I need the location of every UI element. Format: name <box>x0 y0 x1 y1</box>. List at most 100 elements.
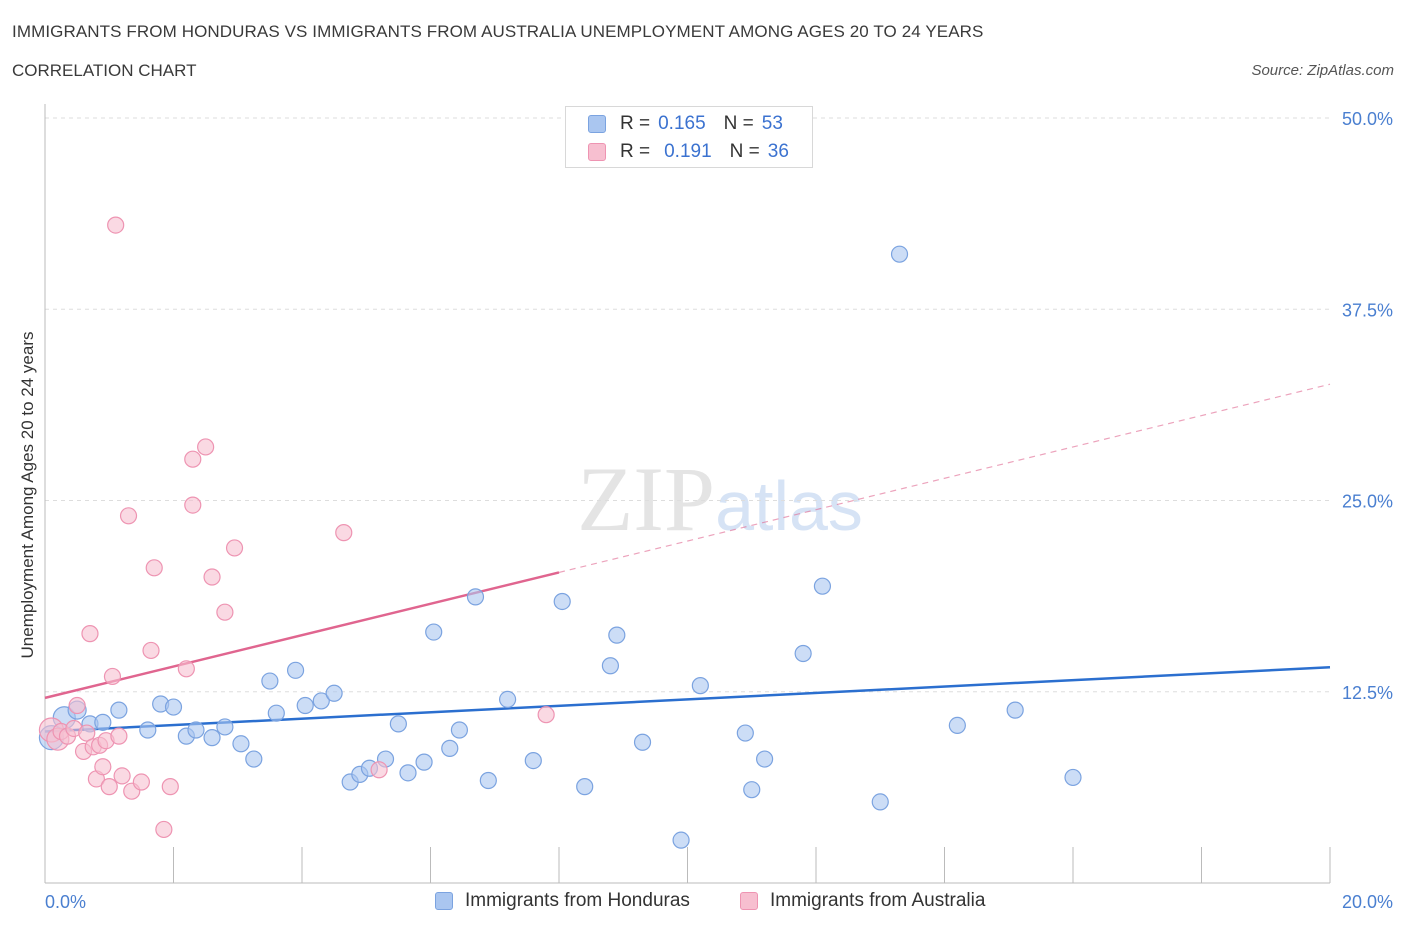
legend-n-value-honduras: 53 <box>761 113 783 134</box>
point-australia <box>100 778 118 796</box>
point-honduras <box>948 716 966 735</box>
watermark-zip: ZIP <box>577 448 715 550</box>
bottom-legend-swatch-honduras <box>435 892 453 910</box>
point-honduras <box>441 739 459 757</box>
bottom-legend-australia: Immigrants from Australia <box>740 890 985 912</box>
point-honduras <box>203 729 221 747</box>
point-honduras <box>466 588 485 606</box>
point-australia <box>142 641 160 660</box>
point-honduras <box>672 831 690 849</box>
point-honduras <box>267 704 285 722</box>
point-honduras <box>499 690 517 709</box>
legend-n-label: N = <box>729 141 760 162</box>
point-australia <box>155 820 173 839</box>
point-australia <box>197 438 215 456</box>
point-honduras <box>890 245 909 263</box>
point-honduras <box>524 751 542 770</box>
point-honduras <box>450 721 469 739</box>
point-honduras <box>553 592 571 611</box>
point-honduras <box>479 771 497 790</box>
point-australia <box>184 450 202 468</box>
point-honduras <box>296 696 314 715</box>
y-tick-label: 37.5% <box>1342 300 1393 320</box>
point-honduras <box>576 778 594 796</box>
point-australia <box>335 524 353 542</box>
point-australia <box>113 767 131 785</box>
point-honduras <box>425 623 443 641</box>
bottom-legend-honduras: Immigrants from Honduras <box>435 890 690 912</box>
point-australia <box>161 778 179 796</box>
point-honduras <box>232 735 250 753</box>
point-australia <box>68 696 86 715</box>
point-australia <box>370 761 388 779</box>
point-honduras <box>286 661 305 679</box>
trend-line-extension-australia <box>558 383 1331 573</box>
legend-r-value-australia: 0.191 <box>664 141 712 162</box>
bottom-legend-label-honduras: Immigrants from Honduras <box>465 890 690 911</box>
trend-layer <box>44 383 1331 733</box>
point-honduras <box>691 677 709 695</box>
point-honduras <box>794 644 812 663</box>
bottom-legend-label-australia: Immigrants from Australia <box>770 890 986 911</box>
point-honduras <box>415 753 433 771</box>
legend-swatch-honduras <box>588 115 606 133</box>
point-australia <box>537 706 555 724</box>
legend-row-australia: R = 0.191 N = 36 <box>588 140 789 164</box>
point-honduras <box>110 701 128 719</box>
point-australia <box>94 758 112 776</box>
point-honduras <box>312 692 330 710</box>
point-honduras <box>216 718 234 736</box>
point-honduras <box>736 724 754 742</box>
point-australia <box>203 568 221 586</box>
legend-swatch-australia <box>588 143 606 161</box>
label-layer: 12.5% 25.0% 37.5% 50.0% 0.0% 20.0% Unemploymen… <box>18 109 1393 912</box>
y-tick-label: 50.0% <box>1342 109 1393 129</box>
chart-title: IMMIGRANTS FROM HONDURAS VS IMMIGRANTS F… <box>12 22 984 41</box>
point-honduras <box>399 764 417 782</box>
legend-r-value-honduras: 0.165 <box>658 113 706 134</box>
legend-row-honduras: R = 0.165 N = 53 <box>588 112 783 136</box>
point-australia <box>145 559 163 577</box>
point-honduras <box>871 793 889 811</box>
point-honduras <box>755 750 774 768</box>
point-honduras <box>1064 768 1082 787</box>
bottom-legend-swatch-australia <box>740 892 758 910</box>
point-honduras <box>601 657 620 675</box>
legend-r-label: R = <box>620 113 651 134</box>
point-australia <box>119 507 138 525</box>
point-australia <box>225 539 244 557</box>
point-australia <box>132 773 150 791</box>
x-tick-label: 0.0% <box>45 892 86 912</box>
point-australia <box>184 496 202 514</box>
watermark-atlas: atlas <box>715 467 863 545</box>
point-australia <box>177 660 195 678</box>
point-australia <box>107 216 125 234</box>
axis-layer <box>44 104 1331 884</box>
point-honduras <box>743 781 761 799</box>
point-honduras <box>813 577 832 595</box>
point-australia <box>103 667 122 686</box>
point-honduras <box>633 733 652 751</box>
point-honduras <box>325 684 343 702</box>
point-honduras <box>245 750 263 768</box>
legend-n-value-australia: 36 <box>767 141 789 162</box>
x-tick-label: 20.0% <box>1342 892 1393 912</box>
chart-subtitle: CORRELATION CHART <box>12 61 197 80</box>
point-australia <box>110 727 128 745</box>
point-honduras <box>139 721 157 739</box>
point-honduras <box>608 626 626 644</box>
point-honduras <box>389 715 407 733</box>
grid-layer <box>45 117 1330 693</box>
y-axis-label: Unemployment Among Ages 20 to 24 years <box>18 332 37 659</box>
legend-r-label: R = <box>620 141 651 162</box>
point-australia <box>216 603 234 621</box>
point-honduras <box>94 713 112 731</box>
point-honduras <box>1006 701 1024 719</box>
point-australia <box>78 724 96 742</box>
points-layer <box>38 216 1082 849</box>
y-tick-label: 25.0% <box>1342 492 1393 512</box>
source-credit: Source: ZipAtlas.com <box>1251 62 1394 79</box>
legend: R = 0.165 N = 53 R = 0.191 N = 36 <box>565 106 813 168</box>
trend-line-honduras <box>44 666 1331 733</box>
